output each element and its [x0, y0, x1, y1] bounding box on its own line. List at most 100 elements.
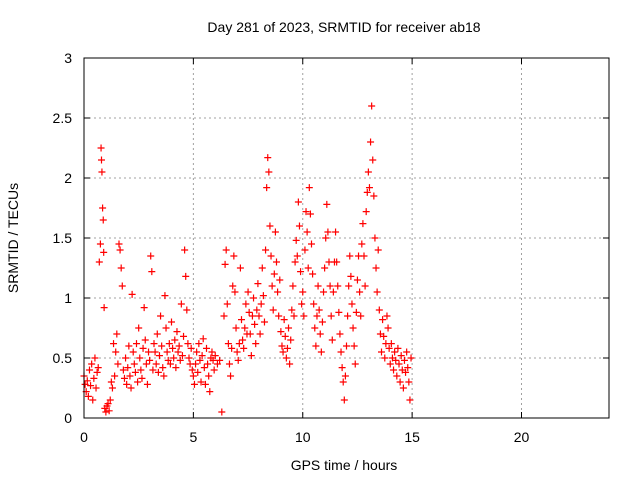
data-point [105, 407, 113, 415]
data-point [258, 264, 266, 272]
data-point [106, 396, 114, 404]
data-point [391, 348, 399, 356]
data-point [300, 312, 308, 320]
data-point [396, 378, 404, 386]
data-point [400, 356, 408, 364]
data-point [232, 324, 240, 332]
chart-title: Day 281 of 2023, SRMTID for receiver ab1… [207, 19, 480, 35]
data-point [163, 348, 171, 356]
data-point [91, 354, 99, 362]
data-point [165, 340, 173, 348]
data-point [209, 356, 217, 364]
data-point [98, 168, 106, 176]
data-point [216, 356, 224, 364]
data-point [288, 306, 296, 314]
data-point [403, 348, 411, 356]
data-point [266, 222, 274, 230]
data-point [298, 300, 306, 308]
data-point [264, 154, 272, 162]
data-point [187, 344, 195, 352]
data-point [148, 268, 156, 276]
data-point [194, 368, 202, 376]
data-point [302, 208, 310, 216]
data-point [141, 336, 149, 344]
data-point [405, 378, 413, 386]
data-point [236, 264, 244, 272]
data-point [114, 360, 122, 368]
data-point [348, 300, 356, 308]
data-point [345, 282, 353, 290]
data-point [206, 388, 214, 396]
x-tick-label: 5 [189, 429, 197, 445]
data-point [338, 364, 346, 372]
data-point [361, 282, 369, 290]
data-point [176, 356, 184, 364]
data-point [324, 228, 332, 236]
data-point [374, 246, 382, 254]
data-point [185, 354, 193, 362]
data-point [88, 360, 96, 368]
data-point [373, 288, 381, 296]
data-point [362, 208, 370, 216]
data-point [267, 252, 275, 260]
data-point [190, 380, 198, 388]
data-point [282, 354, 290, 362]
data-point [326, 282, 334, 290]
data-point [173, 328, 181, 336]
data-point [155, 352, 163, 360]
data-point [304, 264, 312, 272]
data-point [131, 368, 139, 376]
data-point [239, 336, 247, 344]
data-point [404, 364, 412, 372]
data-point [341, 372, 349, 380]
data-point [130, 360, 138, 368]
data-point [265, 168, 273, 176]
data-point [269, 306, 277, 314]
data-point [97, 144, 105, 152]
y-tick-label: 3 [64, 50, 72, 66]
data-point [333, 258, 341, 266]
data-point [250, 294, 258, 302]
data-point [336, 330, 344, 338]
data-point [157, 312, 165, 320]
data-point [128, 290, 136, 298]
data-point [115, 240, 123, 248]
data-point [251, 320, 259, 328]
data-point [154, 368, 162, 376]
x-tick-label: 20 [514, 429, 530, 445]
data-point [218, 408, 226, 416]
data-point [287, 336, 295, 344]
data-point [102, 408, 110, 416]
data-point [213, 360, 221, 368]
data-point [110, 340, 118, 348]
data-point [225, 360, 233, 368]
data-point [321, 264, 329, 272]
data-point [220, 312, 228, 320]
data-point [369, 156, 377, 164]
data-point [192, 360, 200, 368]
data-point [252, 340, 260, 348]
data-point [276, 276, 284, 284]
data-point [248, 312, 256, 320]
data-point [223, 300, 231, 308]
data-point [198, 352, 206, 360]
data-point [137, 366, 145, 374]
data-point [259, 292, 267, 300]
data-point [278, 342, 286, 350]
data-point [334, 282, 342, 290]
data-point [153, 330, 161, 338]
data-point [312, 342, 320, 350]
data-point [332, 228, 340, 236]
data-point [397, 352, 405, 360]
data-point [262, 246, 270, 254]
data-point [127, 384, 135, 392]
data-point [352, 308, 360, 316]
data-point [392, 356, 400, 364]
data-point [337, 348, 345, 356]
data-point [184, 340, 192, 348]
data-point [395, 360, 403, 368]
data-point [120, 374, 128, 382]
data-point [111, 372, 119, 380]
data-point [363, 188, 371, 196]
data-point [140, 304, 148, 312]
